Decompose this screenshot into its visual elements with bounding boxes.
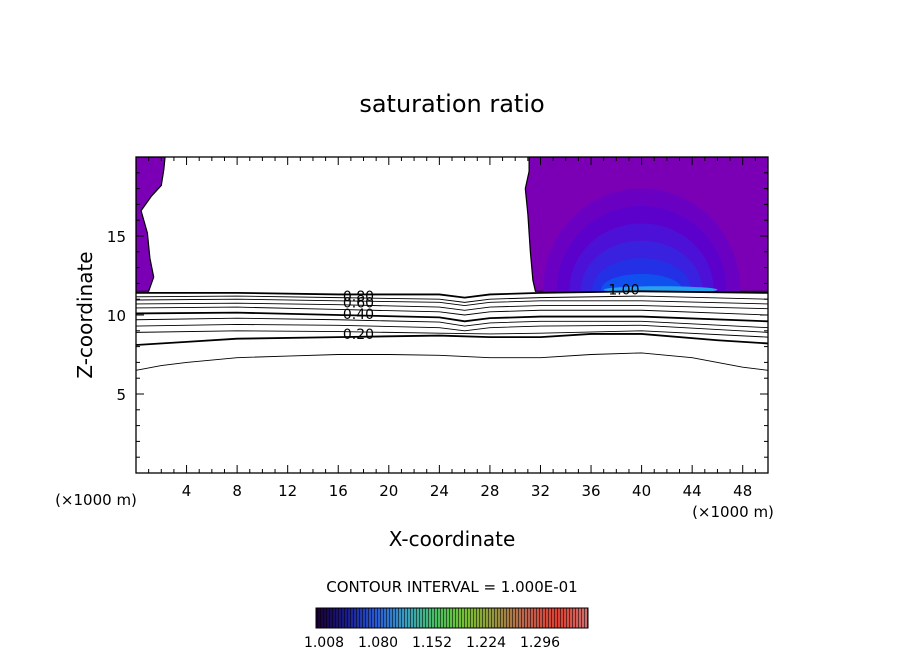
x-tick-label: 40 bbox=[632, 482, 651, 500]
y-tick-label: 15 bbox=[107, 228, 126, 246]
colorbar-level-stripes bbox=[316, 608, 588, 628]
contour-line-0.0 bbox=[136, 352, 768, 371]
contour-label: 0.80 bbox=[343, 289, 374, 305]
contour-line-1.0 bbox=[136, 290, 768, 299]
contour-line-0.3 bbox=[136, 324, 768, 333]
contour-label: 0.20 bbox=[343, 327, 374, 343]
x-tick-label: 20 bbox=[379, 482, 398, 500]
colorbar: 1.008 1.080 1.152 1.224 1.296 bbox=[304, 607, 589, 651]
x-axis-label: X-coordinate bbox=[389, 527, 516, 551]
contour-line-0.2 bbox=[136, 330, 768, 338]
contour-labels: 0.800.600.40 0.20 1.00 bbox=[343, 283, 640, 343]
contour-line-0.8 bbox=[136, 298, 768, 306]
x-tick-label: 28 bbox=[480, 482, 499, 500]
x-tick-label: 24 bbox=[430, 482, 449, 500]
x-tick-label: 8 bbox=[232, 482, 242, 500]
chart-title: saturation ratio bbox=[359, 90, 544, 118]
y-axis-label: Z-coordinate bbox=[73, 251, 97, 378]
contour-interval-text: CONTOUR INTERVAL = 1.000E-01 bbox=[326, 578, 577, 596]
contour-label: 1.00 bbox=[608, 283, 639, 299]
contour-line-0.9 bbox=[136, 295, 768, 303]
shading-level-6 bbox=[603, 286, 718, 292]
colorbar-tick-label: 1.008 bbox=[304, 635, 344, 651]
x-unit-left: (×1000 m) bbox=[55, 491, 137, 509]
contour-line-0.5 bbox=[136, 311, 768, 323]
x-unit-right: (×1000 m) bbox=[692, 503, 774, 521]
contour-line-0.7 bbox=[136, 302, 768, 311]
contour-line-0.6 bbox=[136, 306, 768, 316]
x-tick-label: 44 bbox=[683, 482, 702, 500]
colorbar-tick-label: 1.224 bbox=[466, 635, 506, 651]
x-tick-label: 12 bbox=[278, 482, 297, 500]
x-tick-label: 48 bbox=[733, 482, 752, 500]
x-tick-label: 36 bbox=[581, 482, 600, 500]
x-tick-label: 16 bbox=[329, 482, 348, 500]
y-tick-label: 5 bbox=[116, 386, 126, 404]
filled-contours bbox=[136, 157, 768, 292]
filled-region-left-supersaturated bbox=[136, 157, 166, 292]
colorbar-tick-label: 1.296 bbox=[520, 635, 560, 651]
colorbar-tick-label: 1.080 bbox=[358, 635, 398, 651]
x-tick-label: 4 bbox=[182, 482, 192, 500]
colorbar-frame bbox=[315, 607, 589, 629]
contour-label: 0.40 bbox=[343, 307, 374, 323]
contour-line-0.4 bbox=[136, 317, 768, 329]
x-tick-label: 32 bbox=[531, 482, 550, 500]
colorbar-tick-label: 1.152 bbox=[412, 635, 452, 651]
contour-label: 0.60 bbox=[343, 295, 374, 311]
y-tick-label: 10 bbox=[107, 307, 126, 325]
contour-lines bbox=[136, 290, 768, 371]
contour-line-0.1 bbox=[136, 333, 768, 346]
